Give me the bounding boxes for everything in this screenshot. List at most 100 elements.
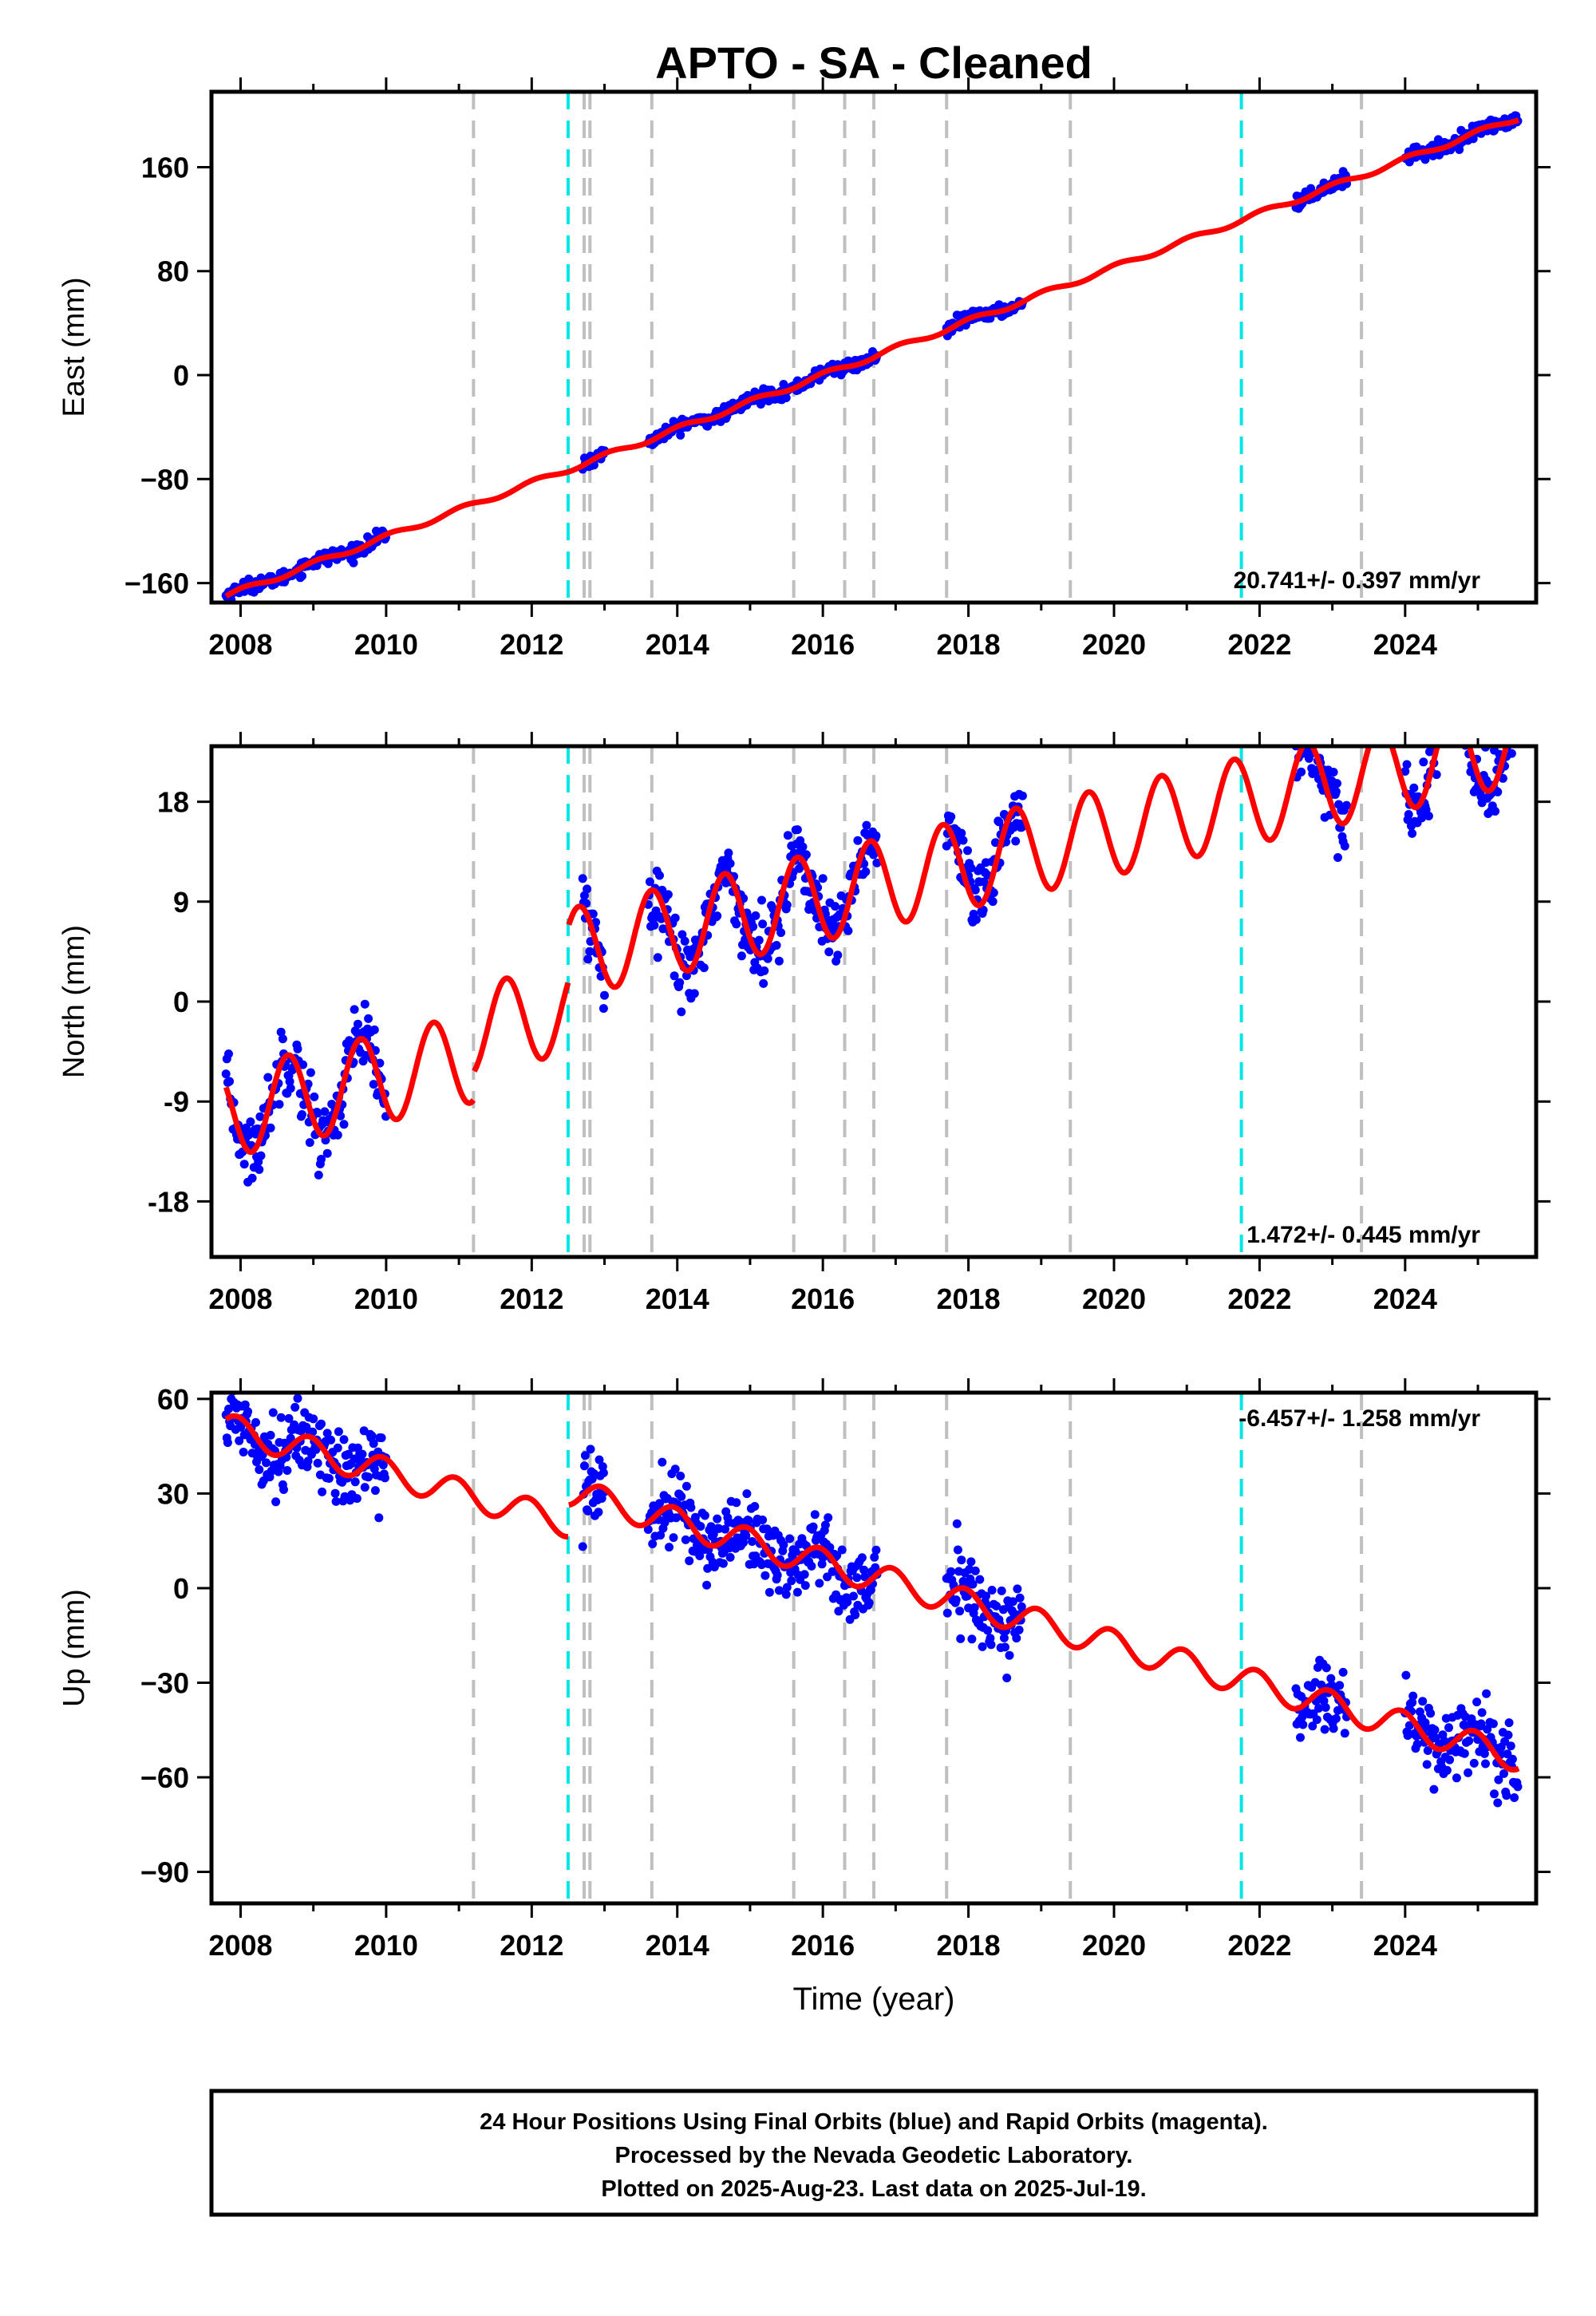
north-data-point [1342,800,1351,810]
up-data-point [598,1468,608,1477]
up-data-point [309,1414,318,1424]
up-data-point [942,1608,952,1618]
up-data-point [1340,1729,1349,1738]
up-data-point [1444,1723,1453,1733]
up-data-point [1013,1584,1022,1594]
up-data-point [1335,1681,1345,1690]
up-data-point [695,1551,705,1560]
up-data-point [1426,1709,1436,1718]
up-data-point [817,1559,827,1569]
north-data-point [600,990,609,1000]
up-data-point [1477,1708,1487,1717]
north-data-point [658,924,668,934]
east-data-point [1306,184,1316,193]
up-data-point [1469,1758,1479,1768]
north-data-point [221,1069,231,1079]
footer-line-1: 24 Hour Positions Using Final Orbits (bl… [480,2109,1268,2135]
east-x-tick-label: 2010 [354,628,418,661]
north-data-point [760,966,769,975]
north-data-point [749,922,758,931]
north-data-point [585,947,595,956]
up-data-point [800,1581,810,1591]
up-data-point [360,1483,369,1492]
up-x-tick-label: 2020 [1082,1929,1146,1962]
up-data-point [713,1514,722,1524]
up-data-point [352,1494,361,1504]
up-data-point [1506,1741,1515,1751]
north-data-point [1408,828,1417,838]
north-data-point [958,836,968,845]
north-y-tick-label: 9 [173,886,189,919]
footer-box: 24 Hour Positions Using Final Orbits (bl… [209,2089,1539,2217]
up-data-point [1513,1782,1523,1792]
north-data-point [255,1165,264,1174]
north-data-point [946,812,956,821]
up-data-point [1499,1769,1508,1778]
east-data-point [323,559,333,568]
up-data-point [1464,1736,1474,1745]
up-data-point [760,1571,770,1580]
up-data-point [986,1640,996,1650]
up-data-point [742,1489,752,1499]
up-data-point [236,1422,246,1432]
east-x-tick-label: 2022 [1227,628,1291,661]
north-data-point [246,1117,255,1127]
up-data-point [1321,1663,1331,1673]
north-data-point [685,952,695,962]
north-x-tick-label: 2018 [937,1282,1001,1315]
north-data-point [833,951,843,960]
up-data-point [290,1402,300,1412]
up-data-point [975,1575,985,1584]
north-data-point [364,1014,373,1023]
north-data-point [871,831,881,840]
north-data-point [1419,757,1428,767]
up-data-point [953,1545,962,1555]
up-data-point [857,1553,867,1563]
up-data-point [843,1597,852,1607]
north-data-point [317,1155,326,1164]
up-data-point [681,1535,690,1544]
up-data-point [970,1603,979,1612]
up-data-point [370,1486,380,1496]
up-data-point [779,1540,788,1550]
north-data-point [339,1120,349,1129]
north-data-point [247,1173,257,1183]
up-data-point [1490,1789,1499,1799]
up-data-point [268,1408,278,1417]
north-data-point [759,978,768,988]
up-data-point [1483,1725,1492,1734]
up-data-point [702,1580,712,1590]
up-data-point [987,1586,997,1595]
up-data-point [1408,1691,1418,1701]
up-data-point [1404,1721,1414,1730]
north-data-point [872,858,882,868]
up-data-point [859,1565,869,1575]
north-data-point [724,848,733,858]
north-data-point [333,1130,342,1140]
north-data-point [298,1060,308,1069]
east-y-tick-label: 0 [173,359,189,392]
up-data-point [1476,1719,1486,1729]
up-data-point [313,1458,322,1468]
north-x-tick-label: 2022 [1227,1282,1291,1315]
east-y-tick-label: −80 [140,463,189,496]
north-data-point [263,1073,273,1082]
up-data-point [772,1571,782,1580]
up-data-point [1331,1713,1341,1723]
north-data-point [1329,768,1338,777]
up-data-point [1326,1674,1336,1683]
east-x-tick-label: 2008 [208,628,272,661]
north-data-point [598,1004,608,1014]
up-data-point [579,1461,589,1471]
up-data-point [967,1634,977,1644]
up-data-point [787,1576,796,1586]
up-data-point [1442,1765,1452,1775]
up-data-point [1001,1642,1009,1652]
up-data-point [223,1438,232,1448]
up-data-point [326,1435,336,1445]
north-data-point [310,1092,319,1101]
up-data-point [1002,1674,1012,1682]
up-data-point [676,1472,685,1480]
east-x-tick-label: 2014 [646,628,709,661]
east-y-axis-label: East (mm) [57,277,91,417]
